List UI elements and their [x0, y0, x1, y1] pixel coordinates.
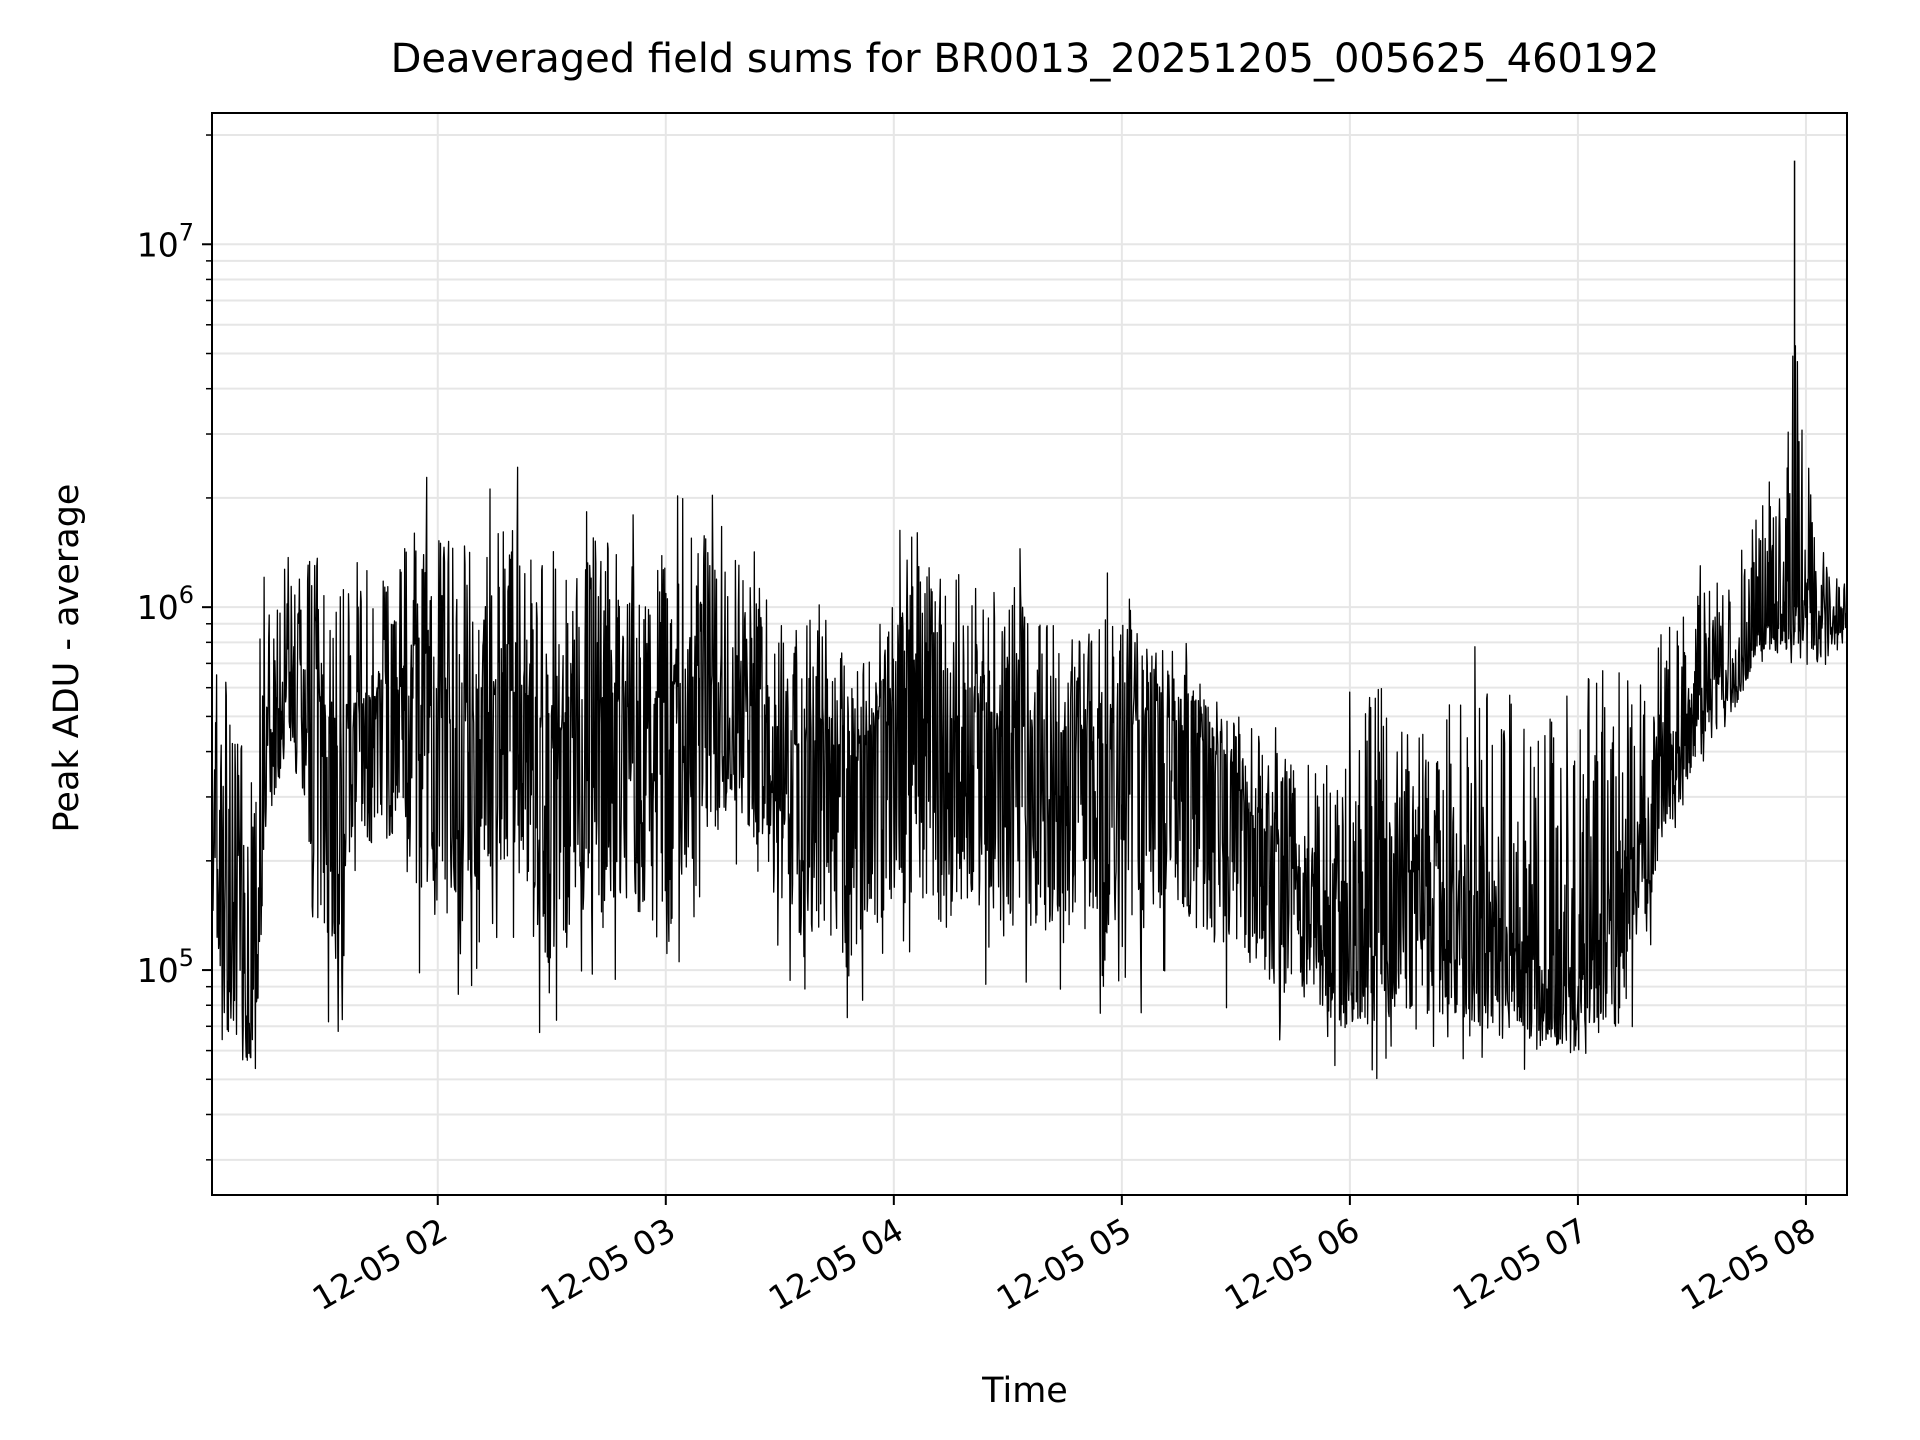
- y-axis-label: Peak ADU - average: [47, 484, 87, 833]
- y-tick-exponent: 6: [179, 581, 194, 609]
- y-tick-base: 10: [137, 225, 179, 264]
- y-tick-base: 10: [137, 951, 179, 990]
- y-tick-exponent: 5: [179, 944, 194, 972]
- chart-title: Deaveraged field sums for BR0013_2025120…: [391, 36, 1660, 82]
- y-tick-label: 106: [137, 581, 194, 627]
- y-tick-label: 107: [137, 218, 194, 264]
- y-tick-exponent: 7: [179, 218, 194, 246]
- series-layer: [211, 160, 1848, 1080]
- y-tick-label: 105: [137, 944, 194, 990]
- x-axis-label: Time: [981, 1371, 1068, 1411]
- y-tick-base: 10: [137, 588, 179, 627]
- series-line: [211, 345, 1848, 1080]
- plot-frame: [211, 112, 1848, 1196]
